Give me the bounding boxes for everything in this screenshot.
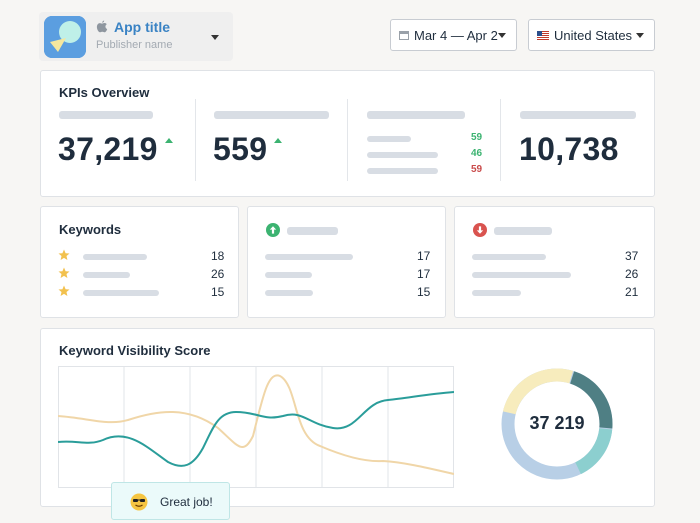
keywords-card: Keywords 18 26 15	[40, 206, 239, 318]
down-title-placeholder	[494, 227, 552, 235]
keyword-placeholder	[472, 254, 546, 260]
keywords-up-card: 17 17 15	[247, 206, 446, 318]
kpi3-row-placeholder	[367, 152, 438, 158]
keyword-count: 17	[417, 249, 431, 263]
kpi3-row-placeholder	[367, 136, 411, 142]
keyword-placeholder	[265, 272, 312, 278]
country-label: United States	[554, 27, 633, 43]
chevron-down-icon	[636, 33, 644, 38]
arrow-up-circle-icon	[266, 223, 280, 237]
kpi4-value: 10,738	[519, 131, 619, 167]
chevron-down-icon	[211, 35, 219, 40]
kpi4-label-placeholder	[520, 111, 636, 119]
kpi1-value: 37,219	[58, 131, 158, 167]
kpi3-value-up: 46	[471, 148, 483, 159]
keyword-count: 26	[211, 267, 225, 281]
kpi3-label-placeholder	[367, 111, 465, 119]
donut-segment-dark-teal	[501, 368, 613, 480]
divider	[195, 99, 196, 181]
kpis-overview-card: KPIs Overview 37,219 559 59 46 59 10,738	[40, 70, 655, 197]
keywords-down-card: 37 26 21	[454, 206, 655, 318]
date-range-dropdown[interactable]: Mar 4 — Apr 2	[390, 19, 517, 51]
keywords-title: Keywords	[59, 222, 122, 237]
country-dropdown[interactable]: United States	[528, 19, 655, 51]
keyword-placeholder	[83, 272, 130, 278]
chevron-down-icon	[498, 33, 506, 38]
kpi3-value-down: 59	[471, 164, 483, 175]
kpi3-row-placeholder	[367, 168, 438, 174]
series-teal-line	[58, 391, 454, 467]
kpis-title: KPIs Overview	[59, 85, 150, 100]
trend-up-icon	[274, 138, 282, 143]
star-icon	[58, 267, 70, 278]
kpi1-label-placeholder	[59, 111, 153, 119]
donut-segment-yellow	[501, 368, 613, 480]
us-flag-icon	[537, 30, 549, 40]
visibility-title: Keyword Visibility Score	[59, 343, 211, 358]
keyword-placeholder	[265, 290, 313, 296]
tooltip-text: Great job!	[160, 495, 213, 509]
keyword-count: 37	[625, 249, 639, 263]
kpi2-label-placeholder	[214, 111, 329, 119]
publisher-name: Publisher name	[96, 39, 173, 51]
star-icon	[58, 285, 70, 296]
keyword-count: 15	[417, 285, 431, 299]
keyword-count: 18	[211, 249, 225, 263]
keyword-placeholder	[83, 290, 159, 296]
keyword-count: 17	[417, 267, 431, 281]
app-icon	[44, 16, 86, 58]
keyword-placeholder	[472, 272, 571, 278]
kpi3-value-up: 59	[471, 132, 483, 143]
divider	[500, 99, 501, 181]
keyword-placeholder	[83, 254, 147, 260]
donut-center-value: 37 219	[529, 413, 585, 433]
star-icon	[58, 249, 70, 260]
keyword-count: 21	[625, 285, 639, 299]
kpi2-value: 559	[213, 131, 268, 167]
trend-up-icon	[165, 138, 173, 143]
date-range-label: Mar 4 — Apr 2	[414, 27, 498, 43]
visibility-donut-chart	[501, 368, 613, 480]
divider	[347, 99, 348, 181]
apple-icon	[96, 20, 108, 33]
keyword-count: 15	[211, 285, 225, 299]
keyword-placeholder	[472, 290, 521, 296]
app-selector[interactable]: App title Publisher name	[39, 12, 233, 61]
keyword-count: 26	[625, 267, 639, 281]
app-title: App title	[114, 19, 170, 35]
arrow-down-circle-icon	[473, 223, 487, 237]
tooltip: Great job!	[111, 482, 230, 520]
series-beige-line	[58, 374, 454, 475]
sunglasses-emoji-icon	[130, 493, 148, 511]
visibility-line-chart	[58, 366, 454, 488]
keyword-placeholder	[265, 254, 353, 260]
calendar-icon	[399, 31, 409, 40]
up-title-placeholder	[287, 227, 338, 235]
